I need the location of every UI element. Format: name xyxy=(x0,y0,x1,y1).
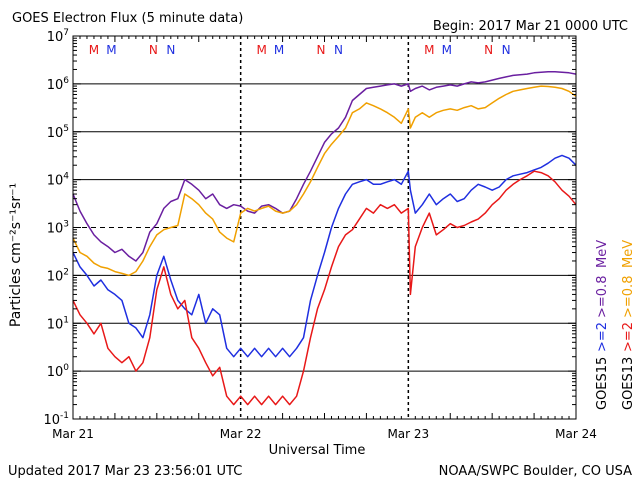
legend-entry: MeV xyxy=(595,240,610,268)
series-line-1 xyxy=(72,85,577,277)
legend-column: GOES15 >=2 >=0.8 MeV xyxy=(595,240,610,410)
updated-timestamp: Updated 2017 Mar 23 23:56:01 UTC xyxy=(8,464,242,479)
chart-title: GOES Electron Flux (5 minute data) xyxy=(12,11,243,26)
x-tick-label: Mar 23 xyxy=(387,427,429,441)
mn-marker: N xyxy=(502,43,511,57)
legend-entry: GOES13 xyxy=(621,357,636,410)
series-line-0 xyxy=(72,70,577,262)
begin-date: Begin: 2017 Mar 21 0000 UTC xyxy=(433,19,628,34)
data-series xyxy=(72,70,577,406)
legend-entry: GOES15 xyxy=(595,357,610,410)
y-tick-label: 100 xyxy=(47,363,70,380)
credit-text: NOAA/SWPC Boulder, CO USA xyxy=(439,464,632,479)
x-tick-label: Mar 22 xyxy=(220,427,262,441)
x-tick-labels: Mar 21 Mar 22 Mar 23 Mar 24 xyxy=(52,427,597,441)
legend-entry: >=2 xyxy=(595,322,610,352)
legend-entry: >=0.8 xyxy=(595,276,610,318)
mn-marker: M xyxy=(256,43,266,57)
mn-marker: M xyxy=(106,43,116,57)
legend-entry: MeV xyxy=(621,240,636,268)
mn-marker: N xyxy=(317,43,326,57)
y-tick-label: 10-1 xyxy=(43,411,69,428)
x-axis-label: Universal Time xyxy=(269,443,366,458)
legend: GOES15 >=2 >=0.8 MeV GOES13 >=2 >=0.8 MeV xyxy=(595,240,636,410)
y-tick-label: 102 xyxy=(47,267,69,284)
mn-marker: M xyxy=(442,43,452,57)
y-tick-labels: 10-1 100 101 102 103 104 105 106 107 xyxy=(43,28,576,428)
series-line-3 xyxy=(72,170,577,406)
mn-marker: M xyxy=(274,43,284,57)
mn-marker: N xyxy=(334,43,343,57)
y-tick-label: 104 xyxy=(47,172,70,189)
y-tick-label: 106 xyxy=(47,76,70,93)
mn-marker: M xyxy=(89,43,99,57)
y-tick-label: 101 xyxy=(47,315,69,332)
x-tick-label: Mar 24 xyxy=(555,427,597,441)
x-tick-label: Mar 21 xyxy=(52,427,94,441)
y-tick-label: 105 xyxy=(47,124,69,141)
legend-entry: >=2 xyxy=(621,322,636,352)
legend-column: GOES13 >=2 >=0.8 MeV xyxy=(621,240,636,410)
y-tick-label: 103 xyxy=(47,220,69,237)
mn-marker: M xyxy=(424,43,434,57)
plot-frame xyxy=(72,35,577,420)
series-line-2 xyxy=(72,154,577,358)
legend-entry: >=0.8 xyxy=(621,276,636,318)
mn-marker: N xyxy=(166,43,175,57)
mn-marker: N xyxy=(484,43,493,57)
y-tick-label: 107 xyxy=(47,28,69,45)
mn-marker: N xyxy=(149,43,158,57)
y-axis-label: Particles cm⁻²s⁻¹sr⁻¹ xyxy=(8,183,24,327)
